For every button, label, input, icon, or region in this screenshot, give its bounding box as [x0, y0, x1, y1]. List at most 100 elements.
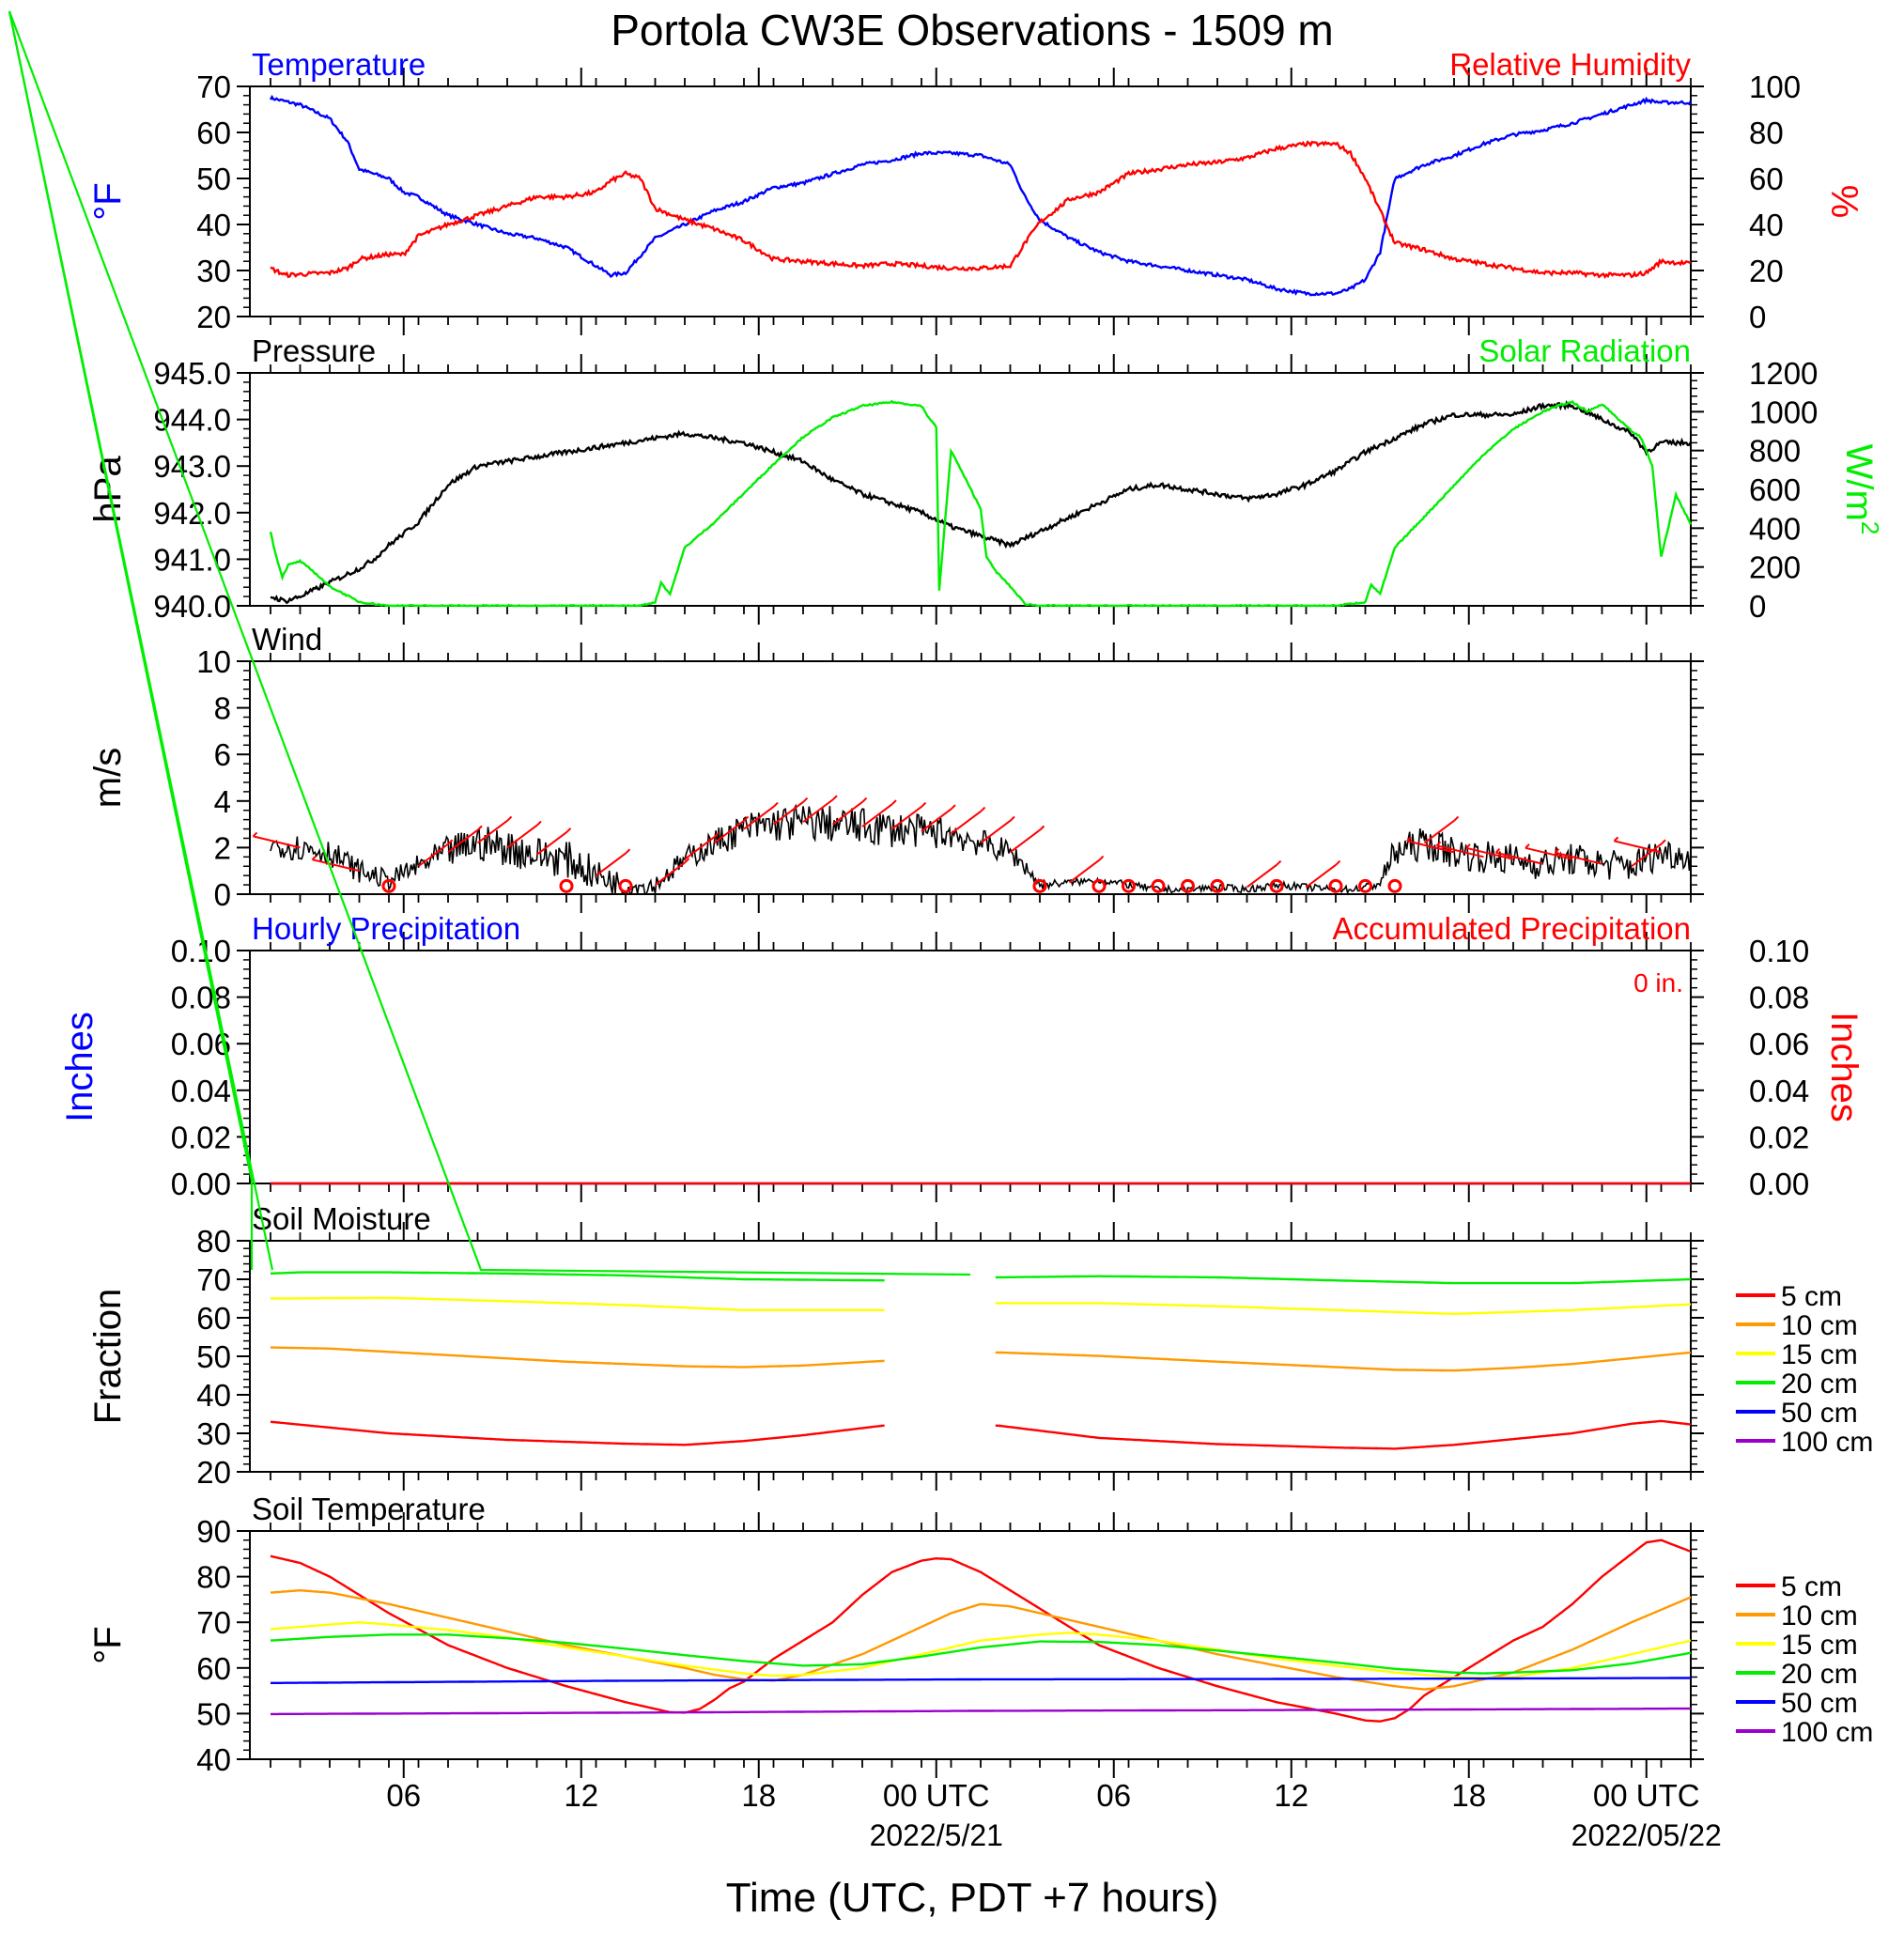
- legend-label: 100 cm: [1781, 1427, 1873, 1458]
- wind-calm-marker: [381, 878, 396, 893]
- series-15-cm: [271, 1296, 1691, 1316]
- y-right-tick-label: 1000: [1749, 394, 1818, 429]
- legend-label: 100 cm: [1781, 1717, 1873, 1748]
- y-tick-label: 0: [214, 877, 231, 912]
- y-tick-label: 20: [196, 300, 231, 334]
- legend-label: 50 cm: [1781, 1398, 1858, 1429]
- x-tick-label: 12: [564, 1778, 598, 1813]
- wind-barb: [890, 805, 923, 830]
- wind-barb-flag: [980, 806, 986, 812]
- wind-barb: [654, 861, 687, 886]
- wind-barb-flag: [1435, 841, 1442, 847]
- stray-trace-overlay: [8, 10, 971, 1276]
- y-right-tick-label: 600: [1749, 472, 1801, 507]
- series-path: [995, 1419, 1692, 1450]
- series-solar-radiation: [269, 399, 1693, 608]
- panel-left-title: Soil Temperature: [252, 1492, 486, 1526]
- wind-calm-marker: [1358, 878, 1372, 893]
- wind-calm-marker: [1210, 878, 1225, 893]
- plot-frame: [249, 85, 1692, 317]
- wind-barb-flag: [1406, 836, 1412, 843]
- plot-frame: [249, 660, 1692, 895]
- wind-barb-flag: [311, 855, 317, 860]
- wind-barb-flag: [1335, 859, 1341, 866]
- wind-barb-flag: [536, 820, 542, 827]
- overlay-line-c: [8, 10, 254, 1270]
- series-path: [995, 1351, 1692, 1372]
- wind-calm-marker: [1328, 878, 1343, 893]
- series-path: [270, 1588, 1692, 1691]
- y-tick-label: 945.0: [153, 356, 231, 391]
- series-path: [271, 1707, 1691, 1716]
- series-temperature: [269, 94, 1693, 297]
- series-path: [270, 1633, 1692, 1675]
- y-tick-label: 0.04: [171, 1074, 231, 1108]
- wind-barb-flag: [565, 827, 572, 833]
- series-path: [269, 94, 1693, 297]
- wind-barb-flag: [802, 796, 809, 803]
- wind-calm-marker: [1032, 878, 1047, 893]
- wind-barb-flag: [447, 839, 454, 844]
- y-right-tick-label: 60: [1749, 162, 1784, 196]
- y-tick-label: 70: [196, 1262, 231, 1297]
- wind-barb-flag: [861, 796, 868, 803]
- series-10-cm: [270, 1588, 1692, 1691]
- wind-barb: [1423, 819, 1456, 844]
- panel-left-title: Pressure: [252, 333, 376, 368]
- legend-label: 20 cm: [1781, 1659, 1858, 1690]
- wind-calm-marker: [1091, 878, 1107, 893]
- y-right-tick-label: 0: [1749, 589, 1766, 624]
- wind-barb: [253, 835, 301, 849]
- wind-barb-flag: [743, 815, 750, 822]
- series-5-cm: [270, 1419, 1692, 1450]
- wind-barb-flag: [832, 795, 838, 800]
- wind-calm-marker: [1181, 878, 1195, 893]
- wind-barb-flag: [1010, 815, 1015, 822]
- wind-barb-flag: [477, 825, 483, 831]
- y-tick-label: 40: [196, 1378, 231, 1413]
- y-right-tick-label: 0.00: [1749, 1167, 1809, 1201]
- wind-barb-flag: [506, 815, 513, 822]
- y-tick-label: 70: [196, 1605, 231, 1640]
- y-tick-label: 70: [196, 70, 231, 104]
- y-right-tick-label: 100: [1749, 70, 1801, 104]
- series-pressure: [270, 399, 1693, 605]
- wind-calm-marker: [1122, 878, 1136, 893]
- wind-barb: [921, 808, 952, 832]
- wind-barb: [312, 858, 360, 873]
- y-tick-label: 20: [196, 1455, 231, 1490]
- wind-barb: [950, 810, 983, 835]
- wind-barb-flag: [1098, 855, 1105, 861]
- y-tick-label: 80: [196, 1224, 231, 1259]
- wind-barb-flag: [951, 804, 956, 810]
- series-5-cm: [270, 1539, 1692, 1723]
- wind-barb: [772, 800, 805, 826]
- panel-right-title: Accumulated Precipitation: [1332, 911, 1691, 946]
- panel-right-ylabel: %: [1823, 185, 1865, 219]
- y-tick-label: 30: [196, 1416, 231, 1451]
- wind-barb: [1465, 846, 1514, 860]
- wind-barb-flag: [1494, 848, 1501, 854]
- panel-pressure-solar: 940.0941.0942.0943.0944.0945.00200400600…: [87, 333, 1884, 625]
- series-100-cm: [271, 1707, 1691, 1716]
- wind-barb: [980, 819, 1012, 844]
- series-path: [270, 399, 1693, 605]
- legend-label: 5 cm: [1781, 1281, 1842, 1312]
- panel-temp-rh: 20 30 40 50 60 70 0 20 40 60 80 100 Temperature Relat…: [87, 47, 1865, 335]
- wind-barb: [417, 843, 450, 868]
- legend-label: 5 cm: [1781, 1571, 1842, 1602]
- wind-barb: [1631, 843, 1663, 868]
- wind-barb: [447, 828, 479, 854]
- panel-left-title: Wind: [252, 622, 322, 657]
- wind-barb-flag: [891, 799, 897, 805]
- series-path: [270, 1539, 1692, 1723]
- series-path: [271, 1346, 885, 1369]
- wind-barb-flag: [1039, 825, 1045, 831]
- panel-right-ylabel: Inches: [1823, 1012, 1865, 1122]
- wind-barb: [1068, 858, 1101, 884]
- wind-barb: [861, 803, 893, 827]
